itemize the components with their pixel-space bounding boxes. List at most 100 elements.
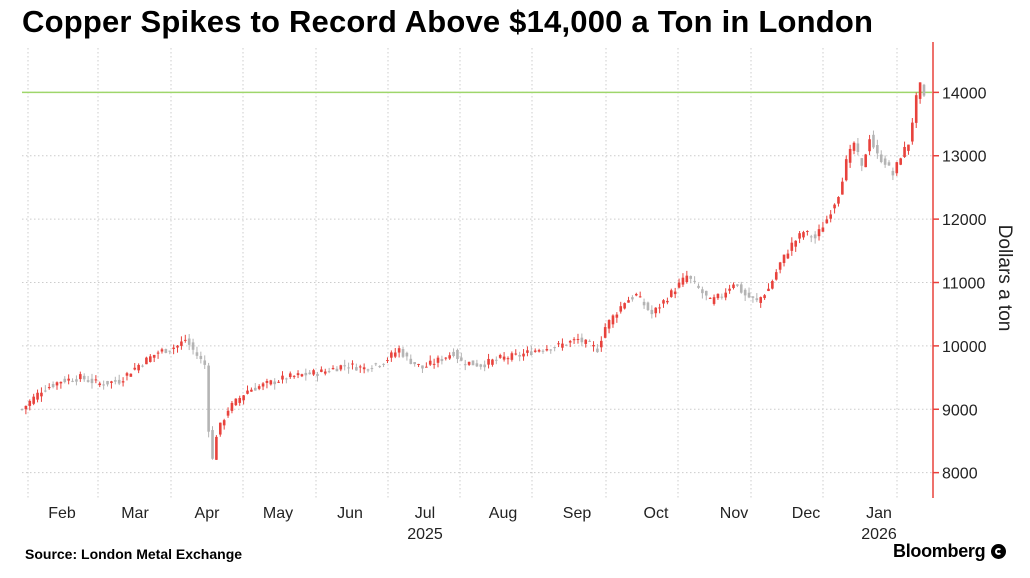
candle-body [592,344,595,347]
x-tick-label: Oct [644,505,669,522]
candle-body [596,348,599,353]
candle-body [199,355,203,359]
candle-body [922,84,926,96]
candle-body [872,134,875,148]
candle-body [195,352,199,356]
candle-body [747,292,751,298]
candle-body [397,348,401,353]
candle-body [864,154,867,168]
candle-body [813,234,817,239]
y-axis: 8000 9000 10000 11000 12000 13000 14000 [932,42,987,498]
candle-body [899,158,902,165]
x-tick-label: Sep [563,505,592,522]
candle-body [728,288,731,291]
candle-body [697,285,700,288]
candle-body [320,369,323,372]
candle-body [568,341,572,343]
candle-body [833,204,836,209]
candle-body [20,409,24,411]
candle-body [183,339,187,341]
candle-body [689,275,693,279]
candle-body [782,254,786,263]
candle-body [351,363,354,365]
y-tick-label: 11000 [942,276,985,293]
candle-body [642,301,646,306]
candle-body [327,371,331,373]
candle-body [312,370,315,375]
candle-body [358,366,362,368]
candle-body [432,363,436,365]
candle-body [666,300,669,303]
candle-body [771,281,774,289]
candle-body [611,315,615,325]
candle-body [323,371,327,374]
candle-body [106,380,109,385]
candle-body [456,349,459,359]
candle-body [634,293,638,296]
y-tick-label: 9000 [942,402,978,419]
candle-body [475,363,479,367]
candle-body [47,387,51,389]
candle-body [428,360,432,365]
candle-body [222,420,226,426]
candle-body [362,367,366,370]
candle-body [253,387,257,391]
candle-body [335,368,339,372]
candle-body [708,297,712,299]
candle-body [786,253,790,259]
candle-body [40,392,43,397]
candle-body [172,347,175,350]
candle-body [817,229,821,237]
candle-body [261,383,265,387]
candle-body [125,373,129,376]
bloomberg-logo: Bloomberg [893,541,1007,562]
candle-body [825,219,829,224]
candle-body [207,365,210,432]
candle-body [347,367,350,369]
candle-body [739,284,743,293]
candle-body [230,402,234,411]
candle-body [102,384,105,386]
candle-body [44,390,47,392]
candle-body [211,430,214,459]
candle-body [355,367,358,371]
candle-body [110,381,113,383]
candle-body [693,280,696,282]
chart-grid [22,48,932,498]
candle-body [829,214,832,219]
x-tick-label: Nov [720,505,748,522]
candle-body [483,364,486,368]
candle-body [448,355,451,359]
candle-body [619,306,623,312]
candle-body [837,197,840,204]
candle-body [887,162,891,166]
candle-body [759,297,763,303]
x-tick-label: Mar [121,505,149,522]
candle-body [405,352,409,357]
candle-body [557,343,560,345]
candle-body [343,365,346,367]
candle-body [549,349,553,351]
candle-body [491,359,494,365]
x-tick-label: Jan [866,505,892,522]
candle-body [98,383,102,386]
x-axis: Feb Mar Apr May Jun Jul Aug Sep Oct Nov Dec Jan 2025… [48,505,897,543]
candle-body [386,359,389,361]
candle-body [580,337,584,343]
candle-body [308,372,312,375]
candle-body [460,357,463,361]
candle-body [413,362,416,365]
x-tick-label: Dec [792,505,820,522]
candle-body [331,368,335,370]
candle-body [607,320,611,329]
candle-body [71,380,74,382]
candle-body [292,375,296,377]
candle-body [868,139,871,152]
candle-body [133,367,137,370]
candle-body [452,351,455,356]
candle-body [623,303,626,309]
candle-body [401,349,405,357]
candle-body [467,361,471,365]
candle-body [879,154,883,163]
candle-body [316,373,319,376]
